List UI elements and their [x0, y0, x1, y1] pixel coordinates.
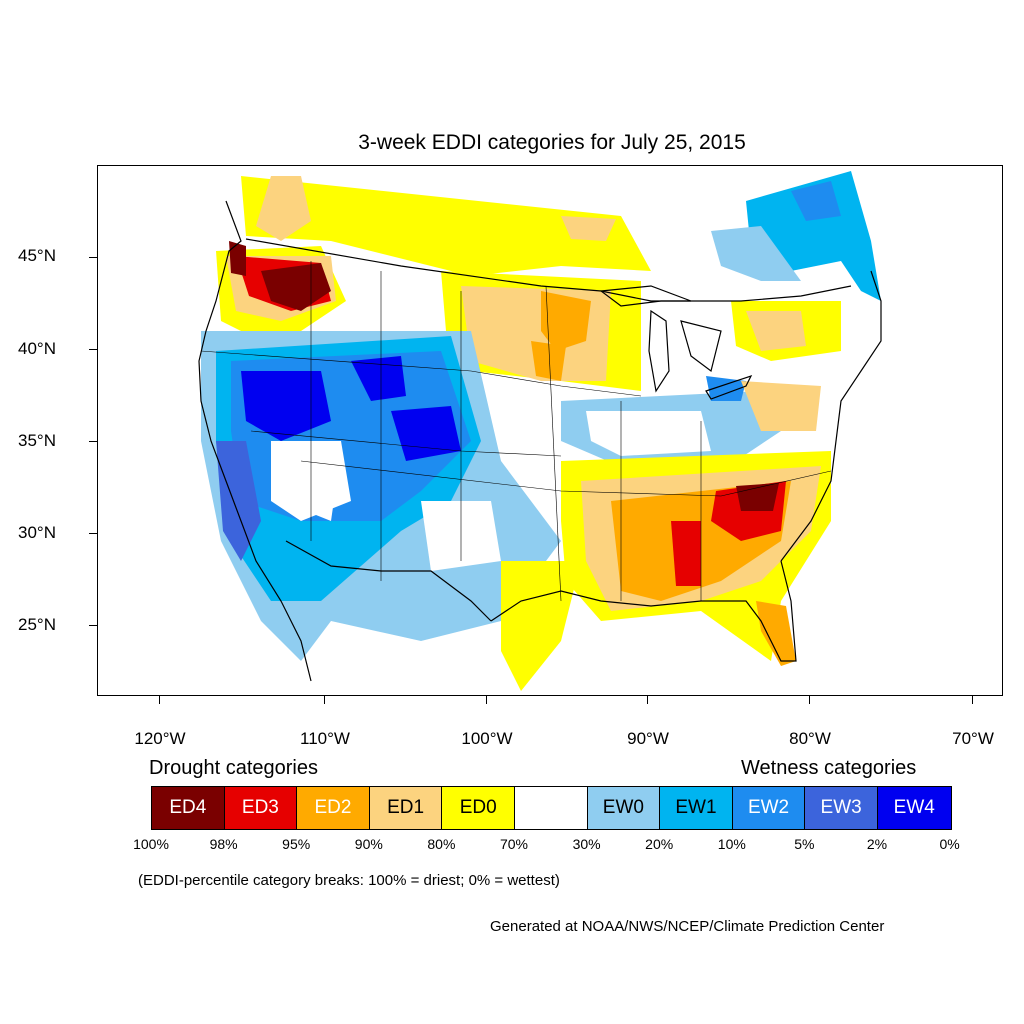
us-canada-border: [245, 238, 852, 302]
lake-superior: [599, 285, 692, 307]
percentile-break-label: 10%: [717, 836, 746, 852]
lon-tick: [809, 696, 810, 704]
lat-tick: [89, 533, 97, 534]
lat-label-35n: 35°N: [18, 431, 56, 450]
ed2-region-south-dakota: [531, 341, 566, 381]
lon-label-80w: 80°W: [789, 729, 831, 748]
ed4-region-northwest: [261, 263, 331, 311]
ew3-region-california: [216, 441, 261, 561]
percentile-break-label: 20%: [645, 836, 674, 852]
lat-tick: [89, 257, 97, 258]
mexico-border: [285, 540, 492, 622]
lon-label-70w: 70°W: [952, 729, 994, 748]
legend-box-ed3: ED3: [224, 787, 298, 829]
lat-label-25n: 25°N: [18, 615, 56, 634]
normal-region-midwest: [586, 411, 711, 456]
lon-label-100w: 100°W: [461, 729, 513, 748]
state-lines: [200, 261, 832, 602]
legend-box-ew2: EW2: [732, 787, 806, 829]
ed3-region-alabama: [671, 521, 701, 586]
lake-huron: [680, 320, 722, 373]
map-title: 3-week EDDI categories for July 25, 2015: [358, 131, 746, 154]
ew2-region-quebec: [791, 181, 841, 221]
lon-label-90w: 90°W: [627, 729, 669, 748]
lon-tick: [972, 696, 973, 704]
gulf-coastline: [490, 560, 797, 662]
ew4-region-wyoming: [351, 356, 406, 401]
lat-tick: [89, 625, 97, 626]
percentile-break-label: 95%: [282, 836, 311, 852]
percentile-break-label: 30%: [572, 836, 601, 852]
ew4-region-great-basin: [241, 371, 331, 441]
lat-tick: [89, 349, 97, 350]
lake-erie: [705, 374, 753, 400]
west-coastline: [198, 200, 312, 682]
eddi-map: [198, 171, 882, 691]
lat-label-45n: 45°N: [18, 246, 56, 265]
legend-box-ed1: ED1: [369, 787, 443, 829]
legend-box-ed4: ED4: [152, 787, 225, 829]
percentile-break-label: 5%: [794, 836, 815, 852]
map-frame: [97, 165, 1003, 696]
legend-box-ed0: ED0: [442, 787, 515, 829]
lat-tick: [89, 441, 97, 442]
normal-region-nevada: [306, 481, 336, 521]
percentile-break-label: 90%: [354, 836, 383, 852]
credit-line: Generated at NOAA/NWS/NCEP/Climate Predi…: [490, 918, 885, 935]
ed2-region-florida: [756, 601, 796, 666]
legend-box-ew4: EW4: [877, 787, 951, 829]
percentile-break-label: 80%: [427, 836, 456, 852]
lat-label-40n: 40°N: [18, 339, 56, 358]
category-fill-regions: [201, 171, 881, 691]
percentile-break-label: 2%: [866, 836, 888, 852]
category-legend: ED4 ED3 ED2 ED1 ED0 EW0 EW1 EW2 EW3 EW4: [151, 786, 952, 830]
percentile-break-label: 70%: [499, 836, 529, 852]
lat-label-30n: 30°N: [18, 523, 56, 542]
east-coastline: [780, 270, 882, 562]
ew4-region-colorado: [391, 406, 461, 461]
wetness-heading: Wetness categories: [741, 757, 917, 779]
lon-label-120w: 120°W: [134, 729, 186, 748]
lon-tick: [159, 696, 160, 704]
boundary-lines: [198, 200, 882, 682]
ed0-region-virginia: [741, 381, 821, 431]
percentile-break-label: 98%: [209, 836, 238, 852]
ed1-region-canada: [256, 176, 311, 241]
ed2-region-minnesota: [541, 291, 591, 351]
lon-tick: [486, 696, 487, 704]
lon-tick: [324, 696, 325, 704]
ed0-region-texas-coast: [501, 561, 581, 691]
ed0-region-canada: [241, 176, 651, 276]
ew1-region-quebec: [746, 171, 881, 301]
lake-michigan: [648, 309, 670, 393]
lon-tick: [647, 696, 648, 704]
ed4-region-carolinas: [736, 483, 779, 511]
percentile-break-label: 100%: [133, 836, 169, 852]
ed1-region-canada-east: [561, 216, 616, 241]
legend-box-ew0: EW0: [587, 787, 661, 829]
legend-box-ed2: ED2: [297, 787, 370, 829]
lon-label-110w: 110°W: [300, 729, 350, 748]
drought-heading: Drought categories: [149, 757, 318, 779]
ew0-region-quebec: [711, 226, 801, 281]
legend-box-normal: [514, 787, 588, 829]
ed1-region-northeast: [746, 311, 806, 351]
legend-box-ew1: EW1: [660, 787, 733, 829]
legend-box-ew3: EW3: [805, 787, 878, 829]
ed4-region-washington-coast: [229, 241, 246, 276]
percentile-break-label: 0%: [939, 836, 960, 852]
category-note: (EDDI-percentile category breaks: 100% =…: [138, 872, 560, 889]
ew2-region-ohio: [706, 376, 746, 401]
